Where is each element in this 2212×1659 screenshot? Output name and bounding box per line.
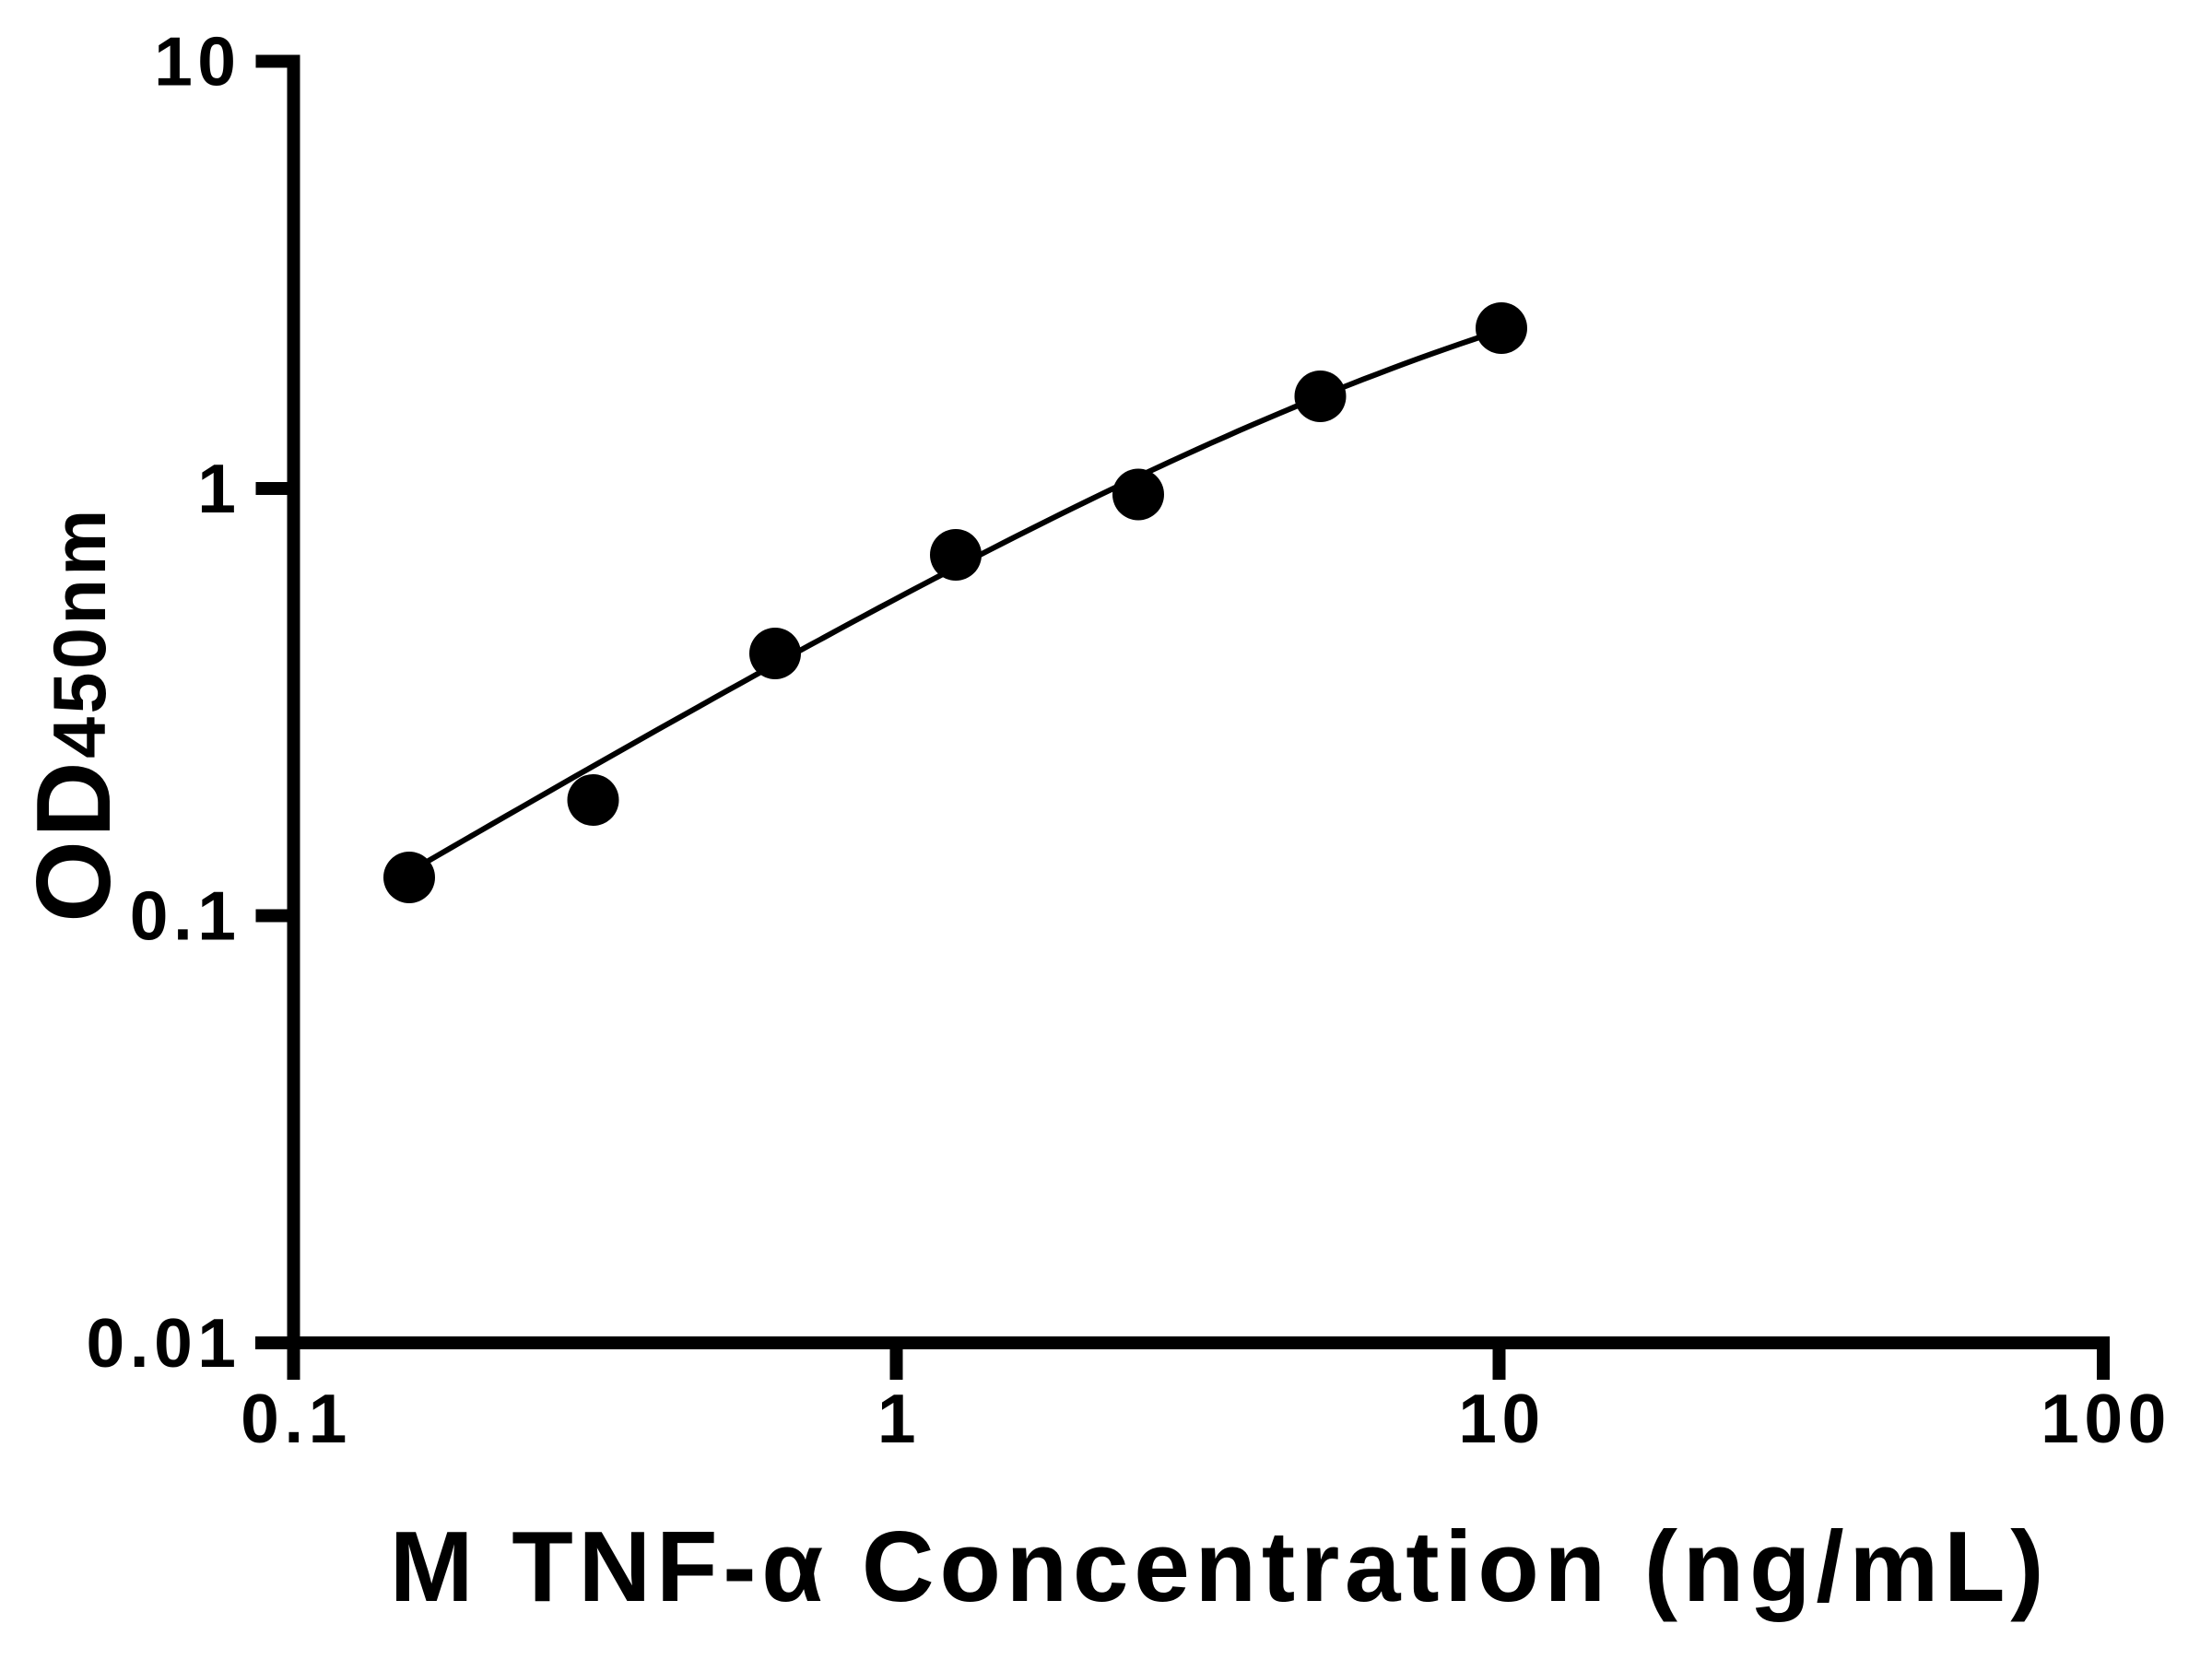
svg-text:100: 100 [2041,1380,2171,1457]
svg-text:10: 10 [1458,1380,1545,1457]
svg-text:1: 1 [197,450,241,527]
svg-text:10: 10 [154,23,241,100]
svg-text:M TNF-α Concentration (ng/mL): M TNF-α Concentration (ng/mL) [390,1511,2049,1623]
svg-text:0.1: 0.1 [130,877,241,955]
svg-text:0.1: 0.1 [241,1380,352,1457]
svg-text:0.01: 0.01 [87,1304,241,1382]
svg-text:1: 1 [877,1380,921,1457]
